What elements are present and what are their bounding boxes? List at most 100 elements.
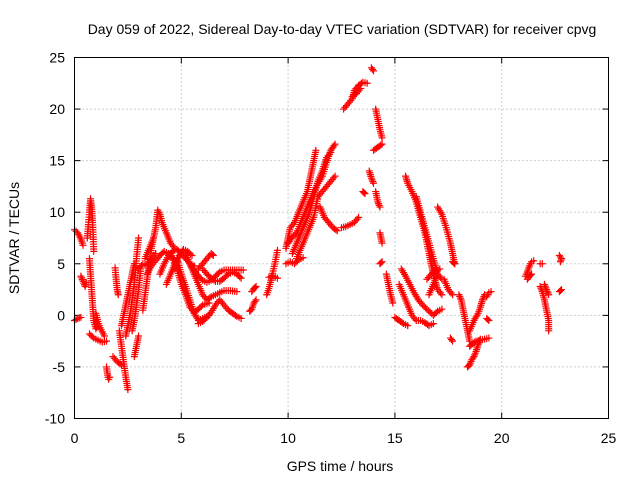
data-point-marker [252,296,260,304]
data-point-marker [543,286,551,294]
data-point-marker [438,305,446,313]
data-point-marker [485,334,493,342]
data-point-marker [72,315,80,323]
x-tick-label: 10 [280,430,296,446]
data-point-marker [124,386,132,394]
y-tick-label: 10 [49,204,65,220]
data-point-marker [541,282,549,290]
data-point-marker [375,200,383,208]
data-point-marker [363,79,371,87]
data-point-marker [273,246,281,254]
data-point-marker [470,353,478,361]
data-point-marker [233,288,241,296]
data-point-marker [357,84,365,92]
data-point-marker [367,174,375,182]
data-point-marker [239,266,247,274]
data-point-marker [545,291,553,299]
data-point-marker [451,260,459,268]
data-point-marker [370,67,378,75]
data-point-marker [378,134,386,142]
data-point-marker [209,252,217,260]
data-point-marker [325,150,333,158]
data-point-marker [434,270,442,278]
data-point-marker [530,257,538,265]
data-point-marker [398,319,406,327]
y-tick-label: 20 [49,101,65,117]
data-point-marker [333,227,341,235]
data-point-marker [436,265,444,273]
data-point-marker [331,140,339,148]
data-point-marker [471,349,479,357]
x-tick-label: 15 [387,430,403,446]
data-point-marker [527,271,535,279]
data-point-marker [542,284,550,292]
data-point-marker [90,247,98,255]
y-tick-label: 5 [57,256,65,272]
data-point-marker [197,302,205,310]
data-point-marker [540,280,548,288]
data-point-marker [355,86,363,94]
x-axis-title: GPS time / hours [287,458,394,474]
plot-frame [74,57,609,419]
data-point-marker [450,259,458,267]
data-point-marker [208,251,216,259]
data-point-marker [538,260,546,268]
data-point-marker [106,373,114,381]
data-point-marker [544,289,552,297]
data-point-marker [432,309,440,317]
data-point-marker [449,291,457,299]
data-point-marker [378,258,386,266]
data-point-marker [152,249,160,257]
data-point-marker [448,336,456,344]
data-point-marker [330,142,338,150]
data-point-marker [430,268,438,276]
data-point-marker [331,172,339,180]
y-tick-label: 15 [49,153,65,169]
data-point-marker [447,289,455,297]
data-point-marker [455,291,463,299]
data-point-marker [375,201,383,209]
data-point-marker [77,272,85,280]
data-point-marker [206,310,214,318]
data-point-marker [236,273,244,281]
x-tick-label: 0 [71,430,79,446]
data-point-marker [299,254,307,262]
data-point-marker [545,327,553,335]
chart-title: Day 059 of 2022, Sidereal Day-to-day VTE… [88,21,597,37]
data-point-marker [404,322,412,330]
x-tick-labels: 0 5 10 15 20 25 [71,430,617,446]
data-point-marker [223,271,231,279]
data-point-marker [169,243,177,251]
data-point-marker [197,275,205,283]
data-point-marker [251,284,259,292]
y-tick-labels: -10 -5 0 5 10 15 20 25 [45,50,65,427]
data-point-marker [376,203,384,211]
data-point-marker [237,314,245,322]
data-point-marker [72,227,80,235]
data-point-marker [273,274,281,282]
y-axis-title: SDTVAR / TECUs [6,182,22,294]
data-point-marker [528,270,536,278]
data-point-marker [368,65,376,73]
data-point-marker [426,308,434,316]
data-point-marker [478,296,486,304]
y-tick-label: -5 [53,359,66,375]
data-point-marker [370,179,378,187]
data-point-marker [378,140,386,148]
y-tick-label: 25 [49,50,65,66]
data-point-marker [369,178,377,186]
data-point-marker [231,311,239,319]
data-point-marker [289,220,297,228]
data-point-marker [88,333,96,341]
data-point-marker [456,294,464,302]
data-point-marker [425,307,433,315]
data-point-marker [389,299,397,307]
data-point-marker [251,297,259,305]
data-point-marker [377,259,385,267]
data-point-marker [347,96,355,104]
data-point-marker [210,276,218,284]
data-point-marker [353,215,361,223]
x-tick-label: 5 [177,430,185,446]
